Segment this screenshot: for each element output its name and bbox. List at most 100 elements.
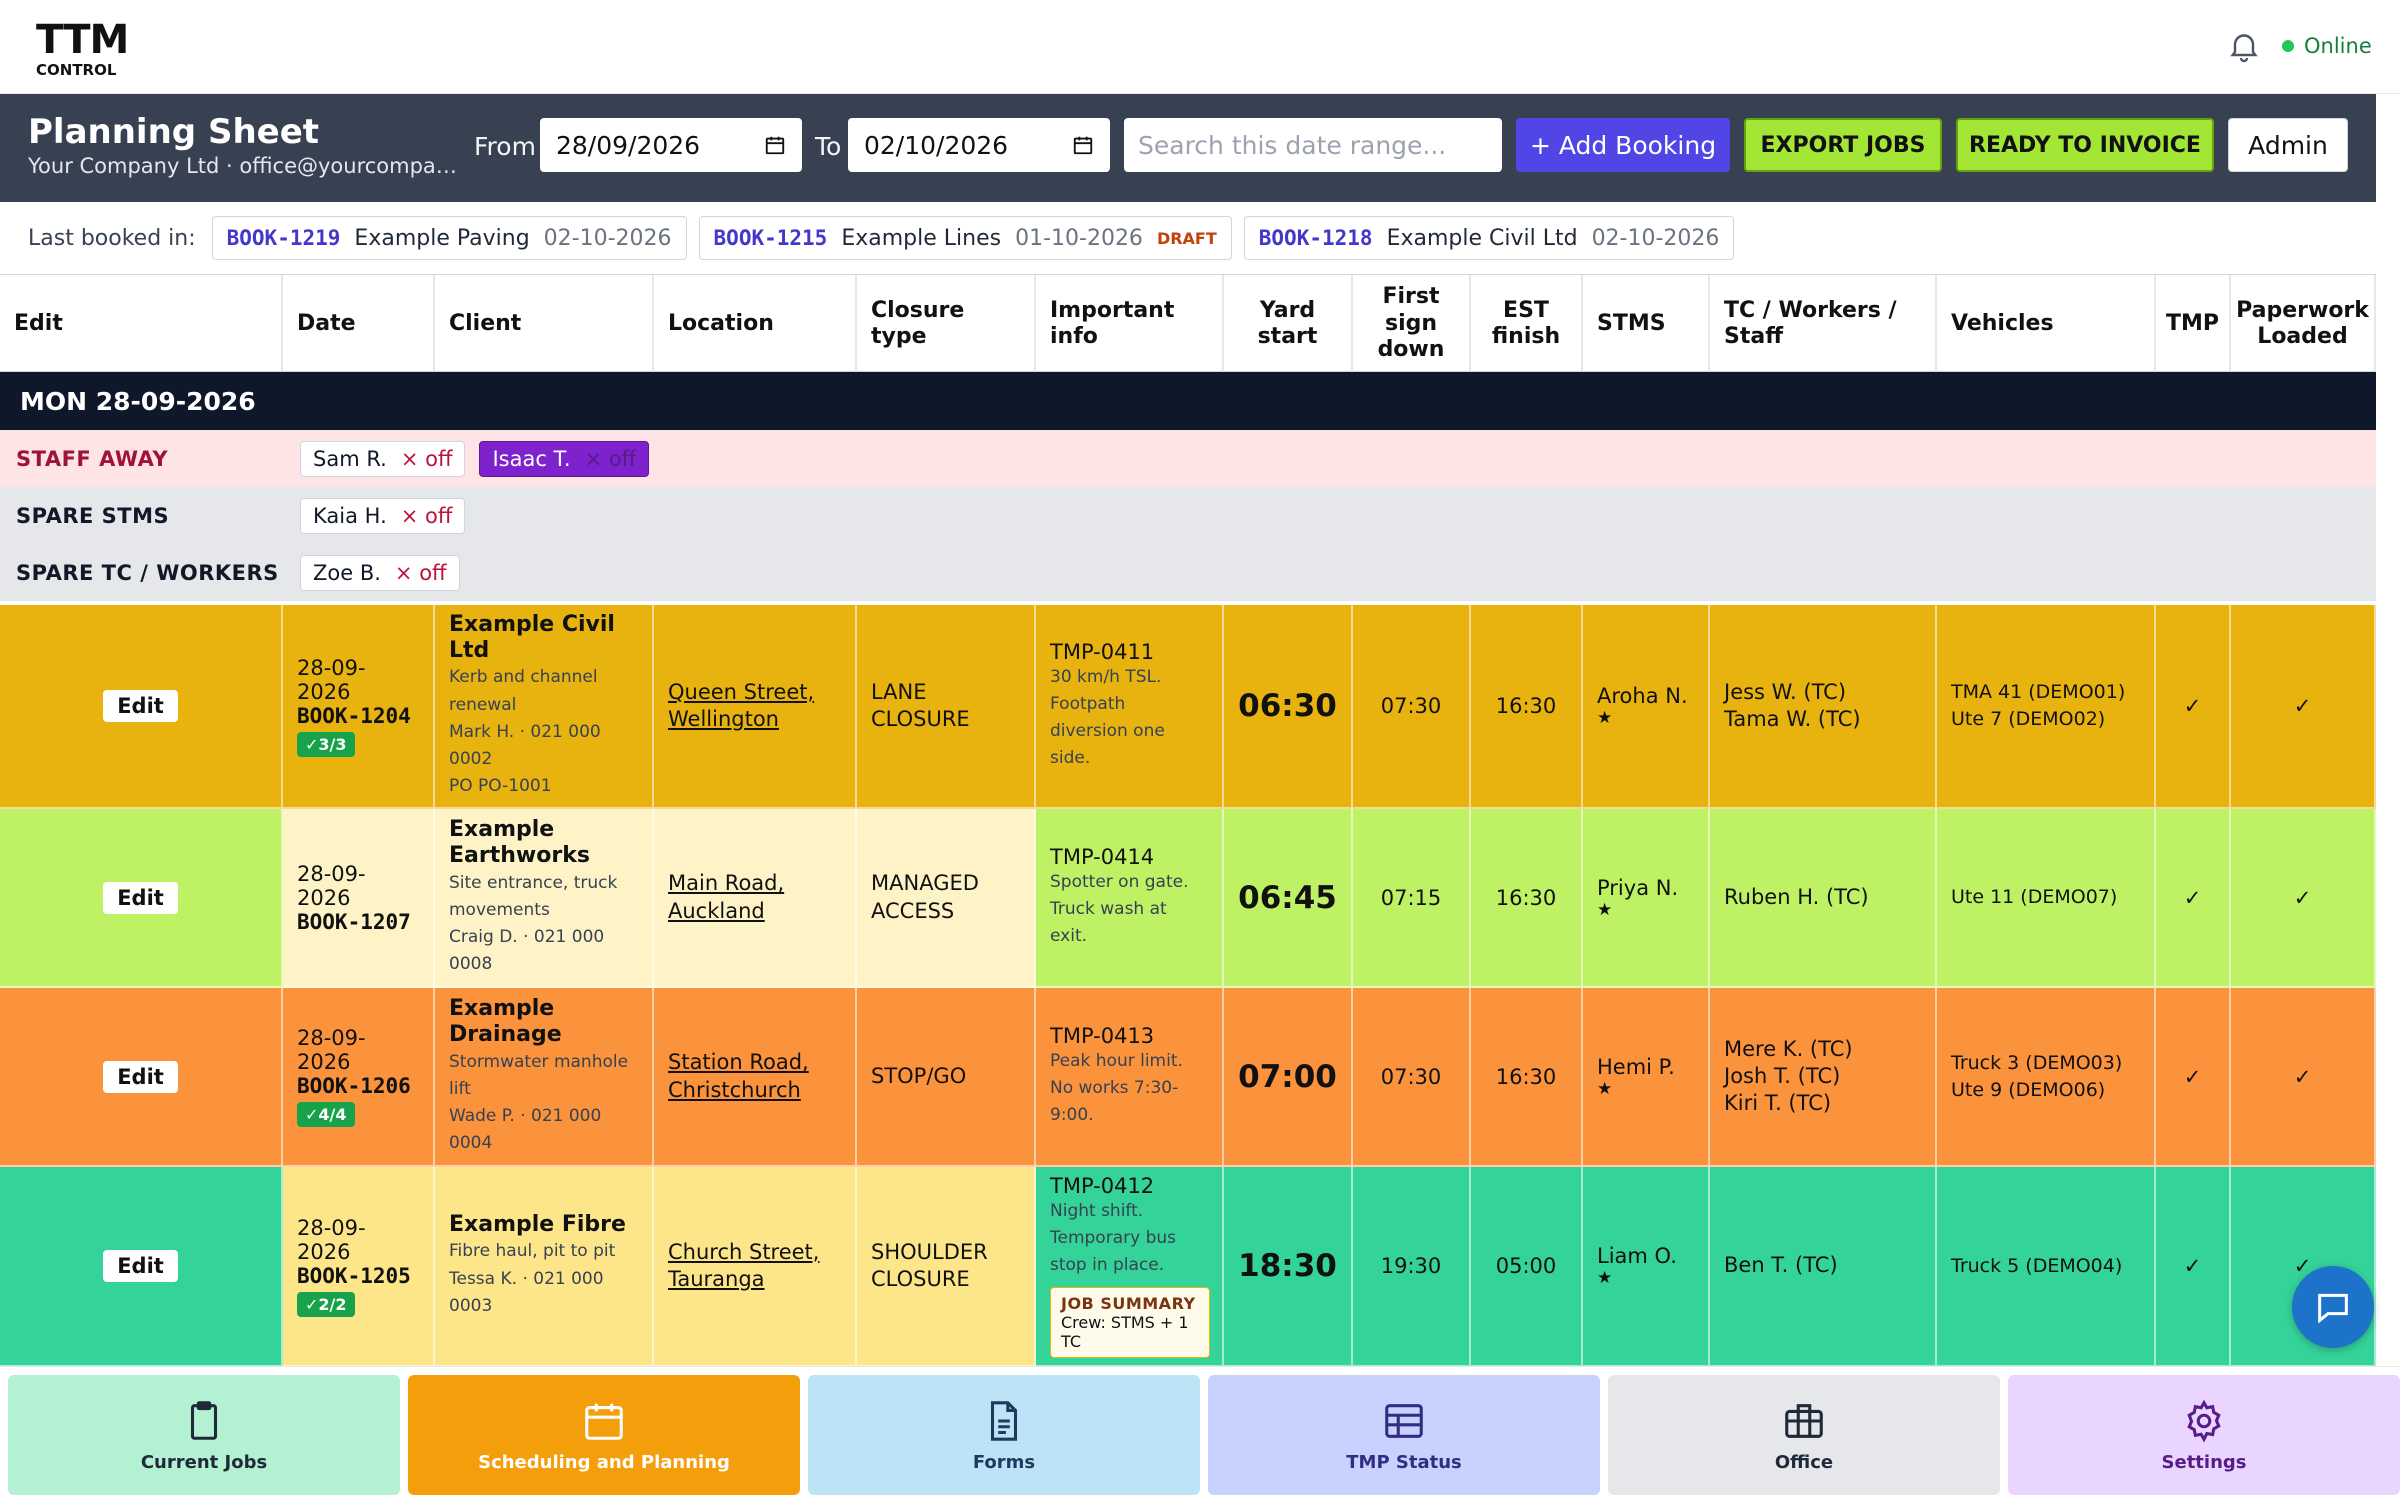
job-row[interactable]: Edit 28-09-2026 BOOK-1207 Example Earthwork… bbox=[0, 809, 2376, 988]
tmp-code: TMP-0412 bbox=[1050, 1173, 1155, 1198]
logo-top: TTM bbox=[36, 17, 129, 63]
job-cell: Aroha N. ★ bbox=[1583, 605, 1710, 809]
chat-button[interactable] bbox=[2292, 1266, 2374, 1348]
important-info: Night shift. Temporary bus stop in place… bbox=[1050, 1200, 1176, 1276]
date-range-search-input[interactable] bbox=[1124, 118, 1502, 172]
job-cell: Church Street, Tauranga bbox=[654, 1167, 857, 1367]
staff-chip[interactable]: Kaia H. × off bbox=[300, 497, 466, 534]
remove-off-button[interactable]: × off bbox=[400, 446, 453, 471]
client-contact: Tessa K. · 021 000 0003 bbox=[449, 1268, 604, 1316]
remove-off-button[interactable]: × off bbox=[394, 560, 447, 585]
to-date-input[interactable]: 02/10/2026 bbox=[848, 118, 1110, 172]
job-cell: Edit bbox=[0, 1167, 283, 1367]
location-link[interactable]: Station Road, Christchurch bbox=[668, 1050, 809, 1102]
table-header: Edit Date Client Location Closure type I… bbox=[0, 274, 2376, 373]
job-date: 28-09-2026 bbox=[297, 655, 366, 704]
job-cell: Truck 3 (DEMO03) Ute 9 (DEMO06) bbox=[1937, 988, 2156, 1167]
calendar-picker-icon[interactable] bbox=[1072, 134, 1094, 156]
star-icon: ★ bbox=[1597, 1268, 1613, 1288]
job-cell: 07:15 bbox=[1353, 809, 1471, 988]
booking-number[interactable]: BOOK-1204 bbox=[297, 703, 411, 728]
export-jobs-button[interactable]: EXPORT JOBS bbox=[1744, 118, 1942, 172]
to-label: To bbox=[815, 132, 842, 161]
nav-button[interactable]: TMP Status bbox=[1208, 1375, 1600, 1495]
closure-type: SHOULDER CLOSURE bbox=[871, 1239, 988, 1291]
col-info: Important info bbox=[1036, 275, 1224, 373]
vehicle: Ute 11 (DEMO07) bbox=[1951, 886, 2118, 909]
remove-off-button[interactable]: × off bbox=[584, 446, 637, 471]
booking-client: Example Civil Ltd bbox=[1386, 225, 1578, 251]
tmp-check-icon: ✓ bbox=[2183, 1254, 2202, 1278]
nav-button[interactable]: Office bbox=[1608, 1375, 2000, 1495]
nav-button[interactable]: Forms bbox=[808, 1375, 1200, 1495]
edit-button[interactable]: Edit bbox=[103, 690, 178, 722]
job-cell: 07:30 bbox=[1353, 605, 1471, 809]
job-cell: 06:30 bbox=[1224, 605, 1353, 809]
booking-client: Example Lines bbox=[841, 225, 1002, 251]
tmp-code: TMP-0413 bbox=[1050, 1023, 1155, 1048]
vehicle: Ute 9 (DEMO06) bbox=[1951, 1078, 2106, 1101]
col-date: Date bbox=[283, 275, 435, 373]
last-booked-chip[interactable]: BOOK-1215 Example Lines 01-10-2026 DRAFT bbox=[698, 216, 1232, 260]
booking-date: 02-10-2026 bbox=[543, 225, 672, 251]
est-finish-time: 16:30 bbox=[1495, 1064, 1557, 1089]
chat-icon bbox=[2318, 1293, 2348, 1324]
job-cell: TMP-0412 Night shift. Temporary bus stop … bbox=[1036, 1167, 1224, 1367]
staff-away-label: STAFF AWAY bbox=[16, 446, 169, 471]
job-cell: SHOULDER CLOSURE bbox=[857, 1167, 1036, 1367]
last-booked-chip[interactable]: BOOK-1218 Example Civil Ltd 02-10-2026 bbox=[1243, 216, 1735, 260]
edit-button[interactable]: Edit bbox=[103, 1250, 178, 1282]
bell-icon[interactable] bbox=[2226, 28, 2262, 64]
booking-number[interactable]: BOOK-1206 bbox=[297, 1074, 411, 1098]
job-row[interactable]: Edit 28-09-2026 BOOK-1205 ✓2/2 Example Fibre… bbox=[0, 1167, 2376, 1367]
job-cell: Example Earthworks Site entrance, truck m… bbox=[435, 809, 654, 988]
edit-button[interactable]: Edit bbox=[103, 881, 178, 914]
calendar-picker-icon[interactable] bbox=[764, 134, 786, 156]
booking-number[interactable]: BOOK-1207 bbox=[297, 909, 411, 934]
add-booking-button[interactable]: + Add Booking bbox=[1516, 118, 1730, 172]
location-link[interactable]: Queen Street, Wellington bbox=[668, 679, 815, 731]
job-row[interactable]: Edit 28-09-2026 BOOK-1204 ✓3/3 Example Civil… bbox=[0, 605, 2376, 809]
first-sign-time: 07:30 bbox=[1380, 694, 1442, 718]
calendar-icon bbox=[585, 1403, 623, 1440]
job-cell: Example Drainage Stormwater manhole lift W… bbox=[435, 988, 654, 1167]
bottom-nav: Current Jobs Scheduling and Planning Forms… bbox=[0, 1366, 2400, 1500]
tc-worker: Tama W. (TC) bbox=[1724, 707, 1861, 731]
ready-to-invoice-button[interactable]: READY TO INVOICE bbox=[1956, 118, 2214, 172]
from-date-input[interactable]: 28/09/2026 bbox=[540, 118, 802, 172]
remove-off-button[interactable]: × off bbox=[400, 503, 453, 528]
client-contact: Mark H. · 021 000 0002 bbox=[449, 721, 601, 769]
last-booked-chip[interactable]: BOOK-1219 Example Paving 02-10-2026 bbox=[211, 216, 687, 260]
job-cell: 28-09-2026 BOOK-1205 ✓2/2 bbox=[283, 1167, 435, 1367]
spare-tc-row: SPARE TC / WORKERS Zoe B. × off bbox=[0, 544, 2376, 601]
nav-button[interactable]: Settings bbox=[2008, 1375, 2400, 1495]
booking-date: 02-10-2026 bbox=[1591, 225, 1720, 251]
job-cell: Ute 11 (DEMO07) bbox=[1937, 809, 2156, 988]
job-description: Site entrance, truck movements bbox=[449, 872, 618, 920]
yard-start-time: 06:30 bbox=[1238, 688, 1337, 724]
edit-button[interactable]: Edit bbox=[103, 1060, 178, 1093]
nav-label: Forms bbox=[972, 1451, 1036, 1473]
job-date: 28-09-2026 bbox=[297, 1026, 366, 1074]
nav-button[interactable]: Scheduling and Planning bbox=[408, 1375, 800, 1495]
to-date-value: 02/10/2026 bbox=[864, 130, 1009, 160]
job-cell: 05:00 bbox=[1471, 1167, 1583, 1367]
yard-start-time: 07:00 bbox=[1238, 1058, 1337, 1095]
location-link[interactable]: Church Street, Tauranga bbox=[668, 1239, 820, 1291]
job-row[interactable]: Edit 28-09-2026 BOOK-1206 ✓4/4 Example Drain… bbox=[0, 988, 2376, 1167]
nav-button[interactable]: Current Jobs bbox=[8, 1375, 400, 1495]
location-link[interactable]: Main Road, Auckland bbox=[668, 871, 785, 923]
client-name: Example Earthworks bbox=[449, 816, 590, 869]
staff-chip[interactable]: Zoe B. × off bbox=[300, 554, 460, 591]
staff-chip[interactable]: Sam R. × off bbox=[300, 440, 466, 477]
paperwork-check-icon: ✓ bbox=[2293, 1064, 2312, 1089]
tmp-check-icon: ✓ bbox=[2183, 1064, 2202, 1089]
tmp-check-icon: ✓ bbox=[2183, 694, 2202, 718]
job-cell: LANE CLOSURE bbox=[857, 605, 1036, 809]
staff-chip[interactable]: Isaac T. × off bbox=[479, 440, 650, 477]
app-logo[interactable]: TTM CONTROL bbox=[36, 17, 129, 82]
admin-button[interactable]: Admin bbox=[2228, 118, 2348, 172]
booking-number[interactable]: BOOK-1205 bbox=[297, 1263, 411, 1288]
col-est-finish: EST finish bbox=[1471, 275, 1583, 373]
job-cell: Ruben H. (TC) bbox=[1710, 809, 1937, 988]
